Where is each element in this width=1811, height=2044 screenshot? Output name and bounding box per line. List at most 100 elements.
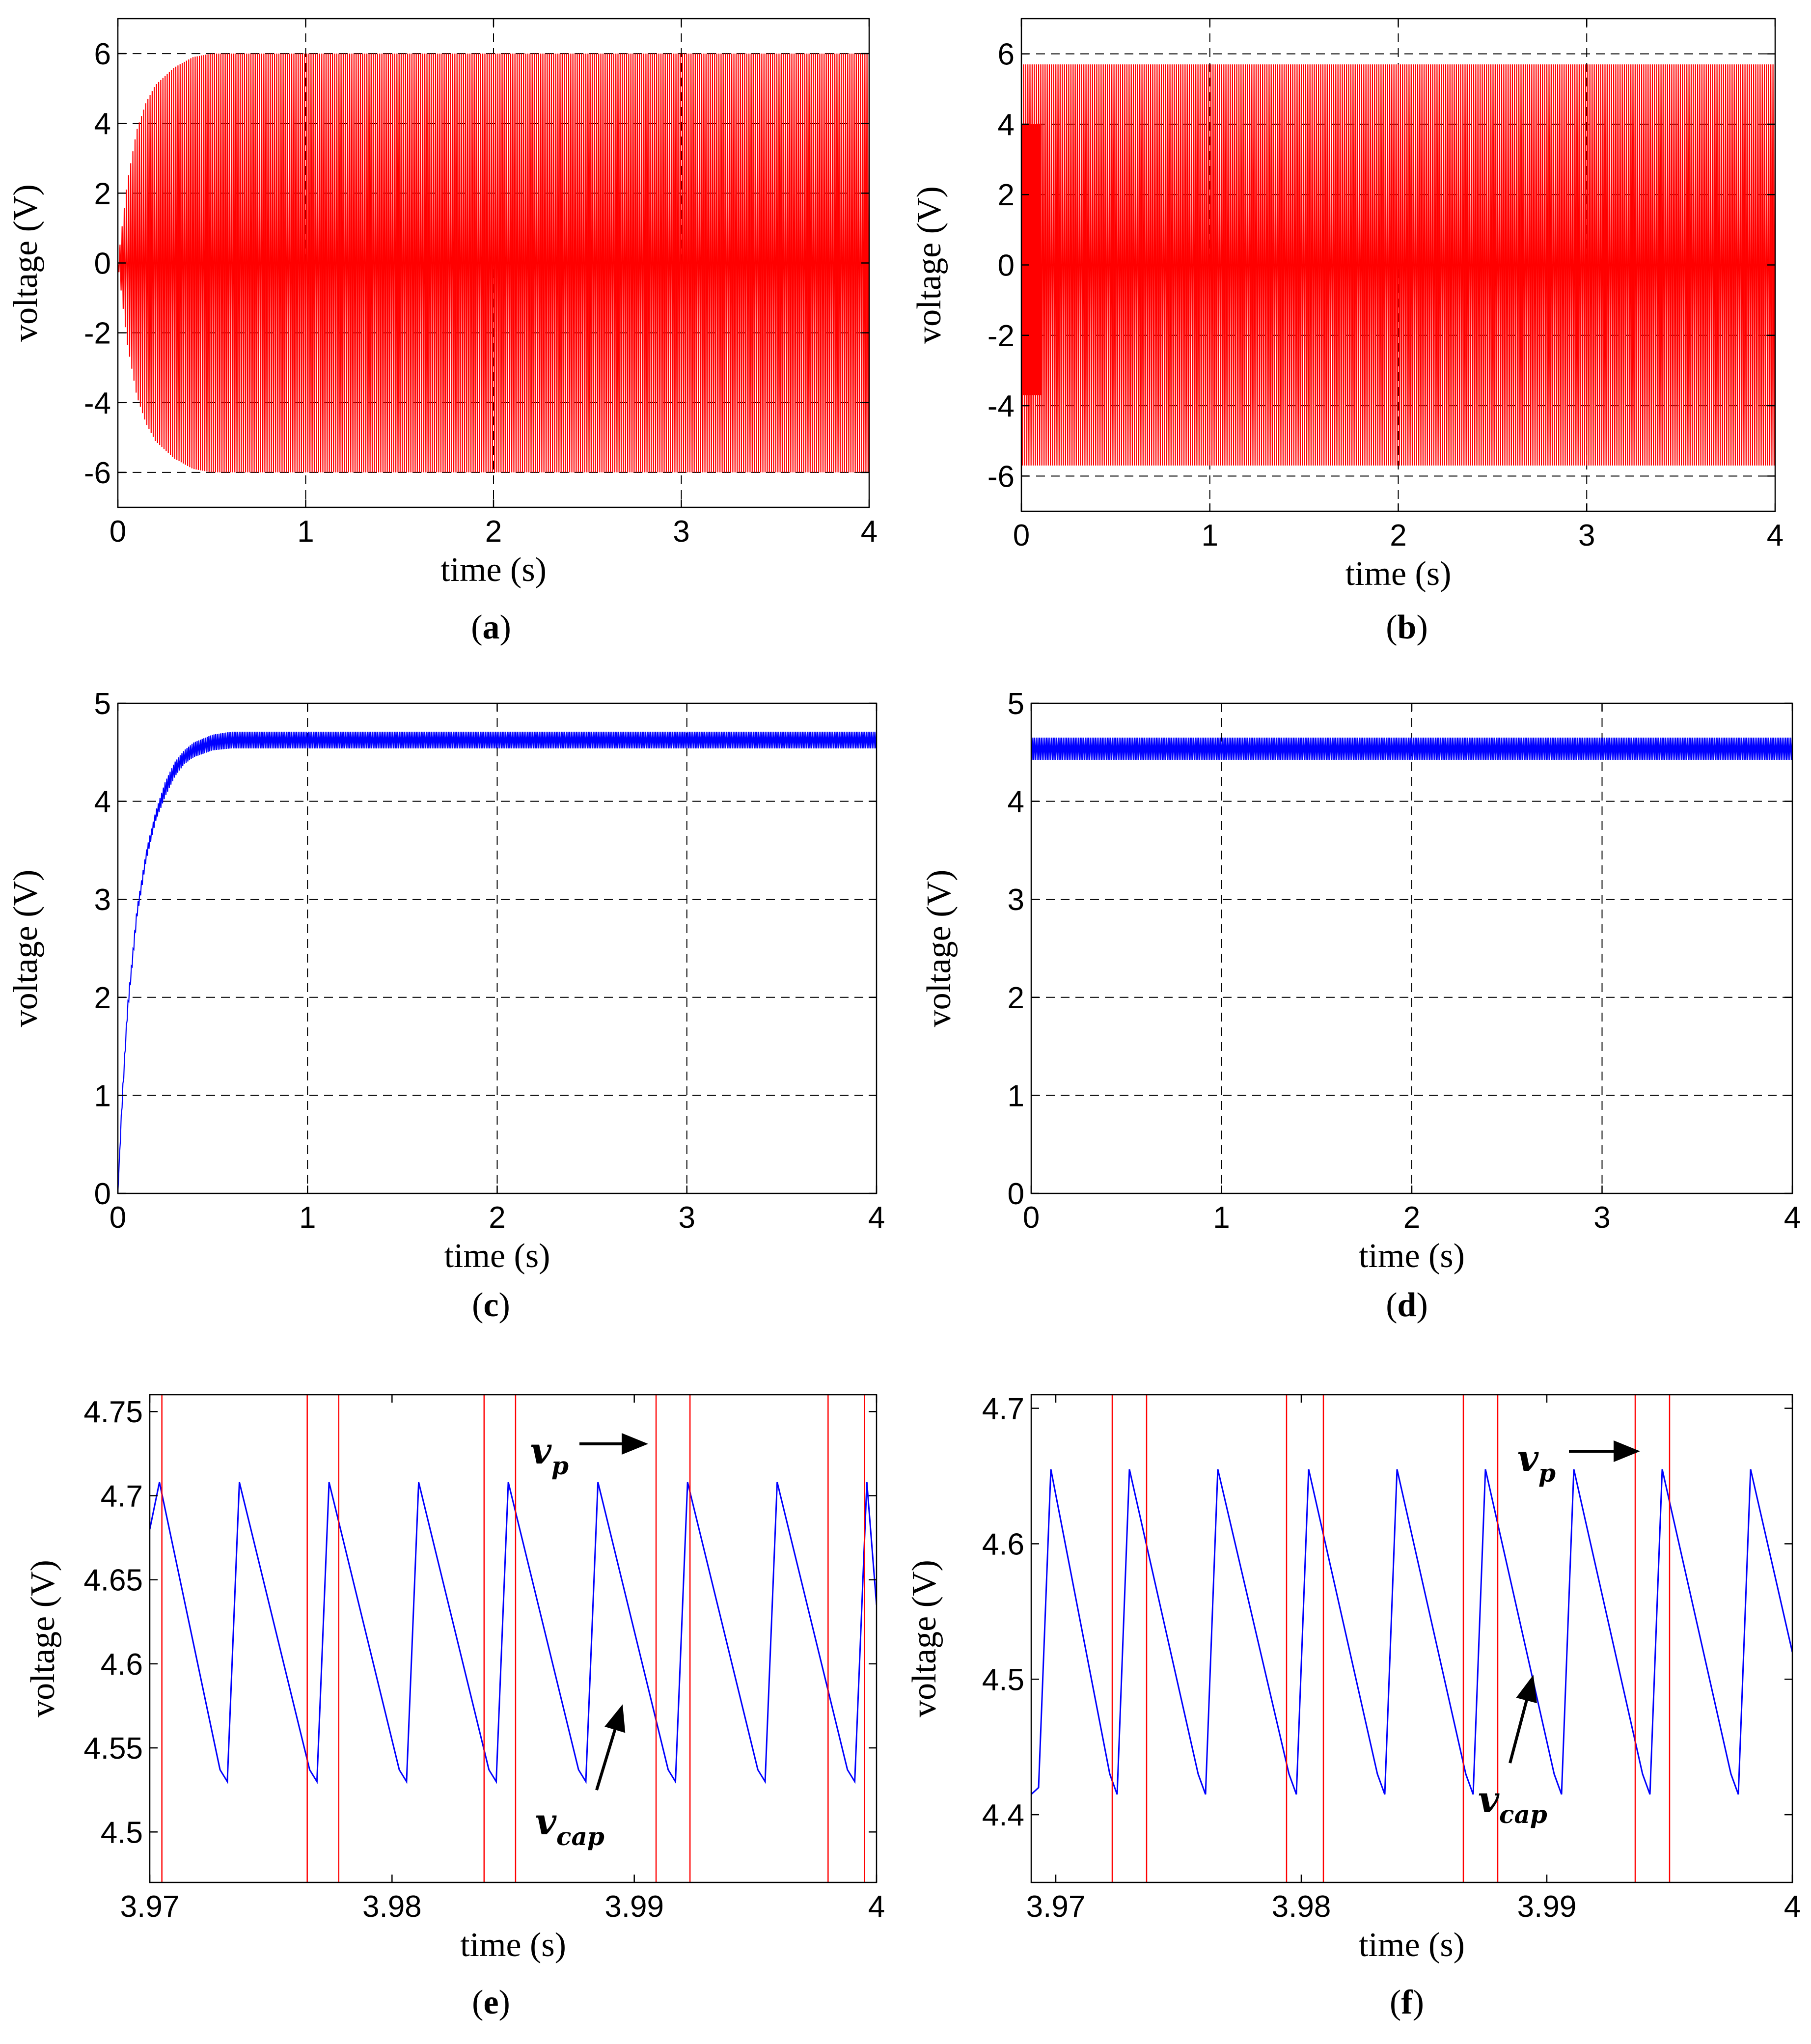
- y-tick-label: 1: [94, 1079, 111, 1113]
- arrow-head-icon: [604, 1704, 626, 1733]
- x-axis-label: time (s): [460, 1926, 566, 1964]
- capacitor-voltage-series: [118, 731, 877, 1193]
- vp-annotation: vp: [530, 1430, 569, 1480]
- x-tick-label: 3: [1593, 1201, 1610, 1235]
- x-axis-label: time (s): [1359, 1237, 1465, 1275]
- x-tick-label: 1: [1213, 1201, 1230, 1235]
- x-tick-label: 2: [489, 1201, 505, 1235]
- x-tick-label: 2: [485, 515, 502, 549]
- panel-caption: (e): [472, 1984, 510, 2021]
- y-axis-label: voltage (V): [920, 870, 958, 1027]
- y-tick-label: 4.5: [101, 1816, 143, 1850]
- plot-area: [118, 54, 869, 472]
- y-tick-label: -2: [84, 317, 111, 351]
- y-tick-label: 6: [94, 37, 111, 71]
- y-tick-label: 4: [998, 108, 1015, 142]
- x-tick-label: 3.99: [1517, 1890, 1577, 1924]
- plot-frame: [1030, 1394, 1793, 1883]
- x-tick-label: 0: [110, 1201, 126, 1235]
- capacitor-voltage-series: [1031, 737, 1792, 760]
- voltage-series: [1021, 64, 1775, 466]
- x-tick-label: 0: [110, 515, 126, 549]
- vcap-annotation: vcap: [1478, 1779, 1547, 1829]
- y-tick-label: 0: [94, 1177, 111, 1211]
- x-tick-label: 1: [1202, 519, 1218, 552]
- panel-caption: (d): [1386, 1286, 1428, 1324]
- y-tick-label: 5: [1008, 687, 1024, 721]
- x-tick-label: 0: [1013, 519, 1030, 552]
- x-tick-label: 3.97: [120, 1890, 180, 1924]
- x-axis-label: time (s): [440, 551, 547, 589]
- chart-panel-a: 0 1 2 3 4 -6 -4 -2 0 2 4 6 time (s) voltage (V) (a): [7, 18, 878, 646]
- x-tick-label: 3: [673, 515, 689, 549]
- x-axis-label: time (s): [1359, 1926, 1465, 1964]
- x-tick-label: 4: [861, 515, 878, 549]
- y-tick-label: 2: [94, 177, 111, 211]
- panel-caption: (a): [471, 608, 511, 646]
- arrow-head-icon: [1516, 1675, 1537, 1704]
- x-tick-label: 2: [1390, 519, 1406, 552]
- y-tick-label: 4.7: [982, 1392, 1024, 1426]
- y-tick-label: 4.6: [101, 1648, 143, 1682]
- y-tick-label: 1: [1008, 1079, 1024, 1113]
- y-tick-label: 4.65: [83, 1564, 143, 1598]
- y-tick-label: -2: [988, 319, 1015, 353]
- arrow-head-icon: [1614, 1440, 1640, 1462]
- x-tick-label: 3.98: [1272, 1890, 1331, 1924]
- y-axis-label: voltage (V): [7, 870, 45, 1027]
- y-tick-label: 2: [1008, 981, 1024, 1015]
- y-tick-label: 4.6: [982, 1527, 1024, 1561]
- x-tick-label: 4: [868, 1201, 885, 1235]
- x-tick-label: 4: [1784, 1201, 1801, 1235]
- y-tick-label: 4.7: [101, 1479, 143, 1513]
- plot-area: [1031, 737, 1792, 760]
- y-axis-label: voltage (V): [24, 1560, 62, 1717]
- x-tick-label: 3: [1578, 519, 1595, 552]
- x-tick-label: 3.97: [1026, 1890, 1086, 1924]
- y-tick-label: 4.55: [83, 1732, 143, 1766]
- plot-frame: [149, 1394, 878, 1883]
- x-axis-label: time (s): [1345, 555, 1452, 593]
- y-tick-label: 2: [94, 981, 111, 1015]
- x-tick-label: 1: [299, 1201, 316, 1235]
- y-tick-label: 0: [94, 247, 111, 281]
- x-tick-label: 3: [679, 1201, 695, 1235]
- vcap-series: [1031, 1469, 1792, 1795]
- x-tick-label: 2: [1403, 1201, 1420, 1235]
- y-tick-label: 3: [94, 883, 111, 917]
- y-tick-label: 4.5: [982, 1663, 1024, 1697]
- chart-panel-f: 3.97 3.98 3.99 4 4.4 4.5 4.6 4.7 time (s) voltage…: [906, 1392, 1801, 2021]
- x-tick-label: 3.99: [604, 1890, 664, 1924]
- chart-panel-e: 3.97 3.98 3.99 4 4.5 4.55 4.6 4.65 4.7 4.75 time (…: [24, 1394, 885, 2021]
- vcap-series: [150, 1482, 877, 1784]
- y-tick-label: -4: [84, 387, 111, 420]
- chart-panel-b: 0 1 2 3 4 -6 -4 -2 0 2 4 6 time (s) voltage (V) (b): [910, 18, 1784, 646]
- x-tick-label: 4: [868, 1890, 885, 1924]
- y-axis-label: voltage (V): [906, 1560, 943, 1717]
- y-tick-label: -6: [84, 456, 111, 490]
- chart-panel-c: 0 1 2 3 4 0 1 2 3 4 5 time (s) voltage (V) (c): [7, 687, 885, 1324]
- y-tick-label: 4.75: [83, 1395, 143, 1429]
- y-tick-label: -4: [988, 389, 1015, 423]
- y-axis-label: voltage (V): [910, 186, 948, 344]
- y-tick-label: 4: [94, 107, 111, 141]
- y-tick-label: 3: [1008, 883, 1024, 917]
- panel-caption: (b): [1386, 608, 1428, 646]
- panel-caption: (c): [472, 1286, 510, 1324]
- y-tick-label: 4: [94, 785, 111, 819]
- y-axis-label: voltage (V): [7, 184, 45, 342]
- x-tick-label: 4: [1784, 1890, 1801, 1924]
- y-tick-label: 6: [998, 38, 1015, 72]
- plot-area: [150, 1395, 877, 1882]
- burst-series: [1021, 124, 1042, 395]
- panel-caption: (f): [1390, 1984, 1424, 2021]
- arrow-head-icon: [622, 1433, 648, 1455]
- vp-annotation: vp: [1517, 1437, 1556, 1488]
- x-tick-label: 0: [1023, 1201, 1040, 1235]
- y-tick-label: -6: [988, 460, 1015, 494]
- chart-panel-d: 0 1 2 3 4 0 1 2 3 4 5 time (s) voltage (V) (d): [920, 687, 1801, 1324]
- y-tick-label: 4.4: [982, 1798, 1024, 1832]
- y-tick-label: 4: [1008, 785, 1024, 819]
- plot-area: [118, 731, 877, 1193]
